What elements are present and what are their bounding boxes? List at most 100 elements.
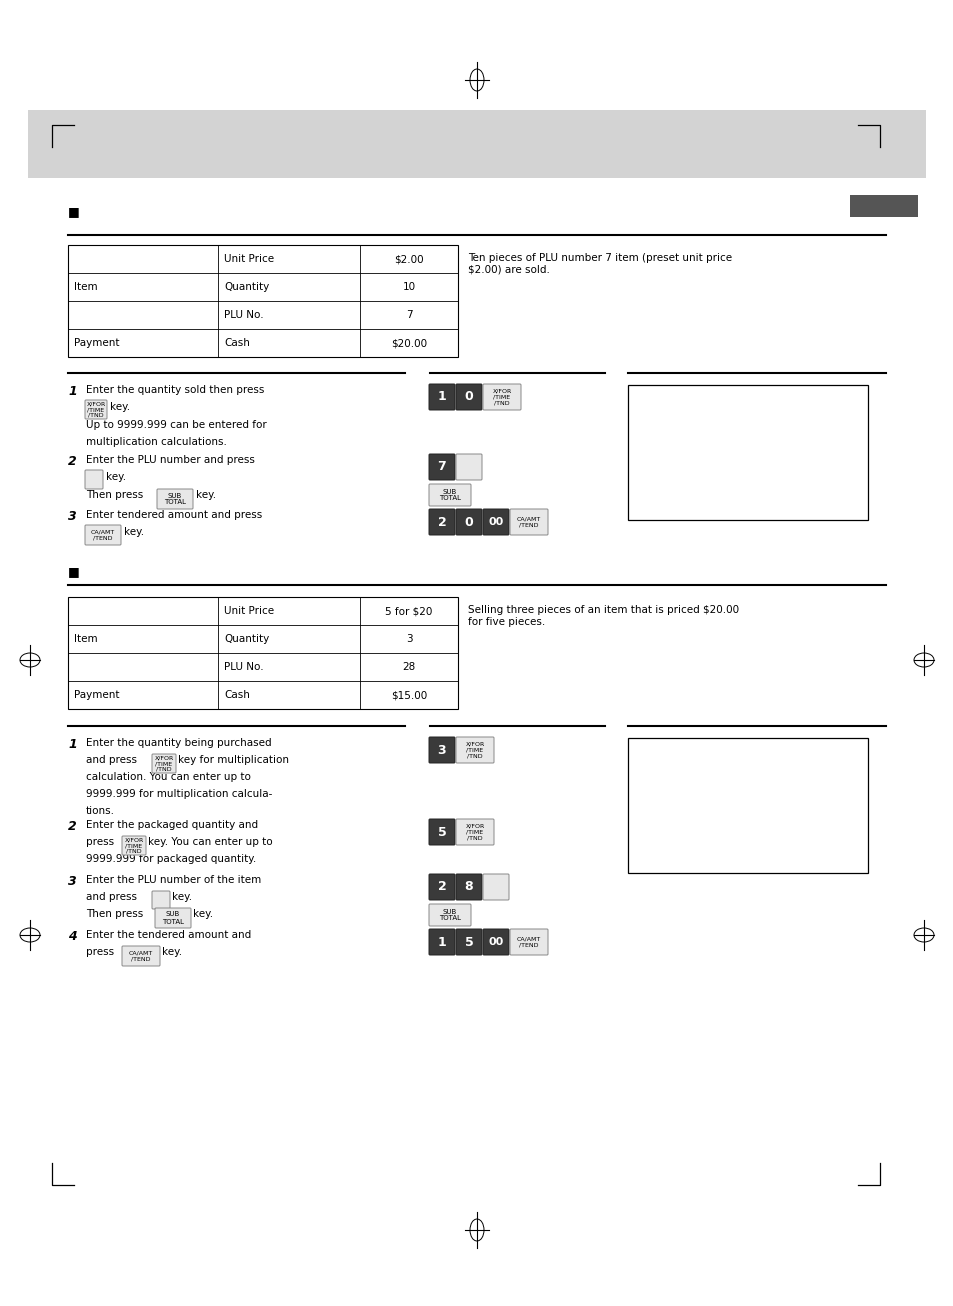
Text: $2.00: $2.00 bbox=[394, 253, 423, 264]
Text: 0: 0 bbox=[464, 390, 473, 404]
FancyBboxPatch shape bbox=[429, 929, 455, 955]
Text: Unit Price: Unit Price bbox=[224, 253, 274, 264]
Text: 1: 1 bbox=[437, 390, 446, 404]
Bar bbox=[28, 110, 925, 178]
Text: X/FOR
/TIME
/TND: X/FOR /TIME /TND bbox=[492, 389, 511, 405]
Text: Quantity: Quantity bbox=[224, 282, 269, 293]
Bar bbox=[627, 738, 867, 872]
Text: X/FOR
/TIME
/TND: X/FOR /TIME /TND bbox=[465, 742, 484, 759]
FancyBboxPatch shape bbox=[85, 525, 121, 545]
Text: tions.: tions. bbox=[86, 806, 115, 816]
FancyBboxPatch shape bbox=[157, 488, 193, 509]
FancyBboxPatch shape bbox=[456, 819, 494, 845]
Text: 10: 10 bbox=[402, 282, 416, 293]
Text: calculation. You can enter up to: calculation. You can enter up to bbox=[86, 772, 251, 782]
Text: TL: TL bbox=[658, 415, 672, 428]
FancyBboxPatch shape bbox=[85, 400, 107, 419]
Text: 00: 00 bbox=[488, 517, 503, 528]
FancyBboxPatch shape bbox=[429, 454, 455, 481]
Text: ■: ■ bbox=[68, 205, 80, 218]
FancyBboxPatch shape bbox=[429, 904, 471, 926]
Text: 3 PLU0028: 3 PLU0028 bbox=[639, 748, 692, 757]
Text: 2: 2 bbox=[437, 516, 446, 529]
FancyBboxPatch shape bbox=[122, 946, 160, 966]
Text: 28: 28 bbox=[402, 662, 416, 673]
Text: key.: key. bbox=[110, 402, 130, 411]
FancyBboxPatch shape bbox=[482, 874, 509, 900]
Text: CASH: CASH bbox=[639, 453, 662, 464]
Text: Enter the PLU number of the item: Enter the PLU number of the item bbox=[86, 875, 261, 885]
Text: Enter the quantity sold then press: Enter the quantity sold then press bbox=[86, 385, 264, 394]
Text: key.: key. bbox=[162, 947, 182, 957]
Text: Payment: Payment bbox=[74, 690, 119, 700]
Text: Ten pieces of PLU number 7 item (preset unit price
$2.00) are sold.: Ten pieces of PLU number 7 item (preset … bbox=[468, 253, 731, 274]
Text: Enter tendered amount and press: Enter tendered amount and press bbox=[86, 511, 262, 520]
FancyBboxPatch shape bbox=[152, 891, 170, 909]
Bar bbox=[627, 385, 867, 520]
Text: Item: Item bbox=[74, 633, 97, 644]
FancyBboxPatch shape bbox=[456, 929, 481, 955]
Text: Unit Price: Unit Price bbox=[224, 606, 274, 616]
FancyBboxPatch shape bbox=[456, 454, 481, 481]
Text: $15.00: $15.00 bbox=[391, 690, 427, 700]
FancyBboxPatch shape bbox=[510, 929, 547, 955]
Text: 2: 2 bbox=[68, 454, 76, 468]
Text: Then press: Then press bbox=[86, 909, 143, 919]
Text: 0: 0 bbox=[464, 516, 473, 529]
Text: 5: 5 bbox=[464, 935, 473, 948]
Text: CA/AMT
/TEND: CA/AMT /TEND bbox=[91, 530, 115, 541]
Text: Then press: Then press bbox=[86, 490, 143, 500]
FancyBboxPatch shape bbox=[456, 874, 481, 900]
Text: Item: Item bbox=[74, 282, 97, 293]
Text: Selling three pieces of an item that is priced $20.00
for five pieces.: Selling three pieces of an item that is … bbox=[468, 605, 739, 627]
FancyBboxPatch shape bbox=[85, 470, 103, 488]
Bar bbox=[68, 246, 457, 357]
Text: 1: 1 bbox=[68, 385, 76, 398]
Text: key.: key. bbox=[193, 909, 213, 919]
Text: PLU No.: PLU No. bbox=[224, 310, 263, 320]
Text: SUB
TOTAL: SUB TOTAL bbox=[162, 912, 184, 925]
Text: 9999.999 for packaged quantity.: 9999.999 for packaged quantity. bbox=[86, 854, 256, 865]
Text: CASH: CASH bbox=[639, 806, 662, 816]
Text: Payment: Payment bbox=[74, 338, 119, 347]
Text: TL: TL bbox=[658, 768, 672, 781]
Text: Enter the tendered amount and: Enter the tendered amount and bbox=[86, 930, 251, 940]
Text: key.: key. bbox=[106, 471, 126, 482]
Text: Cash: Cash bbox=[224, 338, 250, 347]
Text: Up to 9999.999 can be entered for: Up to 9999.999 can be entered for bbox=[86, 421, 267, 430]
Text: PLU No.: PLU No. bbox=[224, 662, 263, 673]
Text: Enter the packaged quantity and: Enter the packaged quantity and bbox=[86, 820, 258, 831]
FancyBboxPatch shape bbox=[429, 485, 471, 505]
Text: key.: key. bbox=[172, 892, 192, 902]
Text: press: press bbox=[86, 837, 114, 848]
FancyBboxPatch shape bbox=[482, 929, 509, 955]
Text: key.: key. bbox=[124, 528, 144, 537]
Text: X/FOR
/TIME
/TND: X/FOR /TIME /TND bbox=[465, 824, 484, 840]
Text: ■: ■ bbox=[68, 565, 80, 579]
Text: $20.00: $20.00 bbox=[391, 338, 427, 347]
FancyBboxPatch shape bbox=[429, 737, 455, 763]
Text: X/FOR
/TIME
/TND: X/FOR /TIME /TND bbox=[87, 401, 106, 418]
Text: CA/AMT
/TEND: CA/AMT /TEND bbox=[517, 517, 540, 528]
FancyBboxPatch shape bbox=[482, 509, 509, 535]
FancyBboxPatch shape bbox=[456, 384, 481, 410]
Text: 00: 00 bbox=[488, 936, 503, 947]
Text: $15.00: $15.00 bbox=[821, 806, 857, 816]
FancyBboxPatch shape bbox=[429, 874, 455, 900]
Text: $3.00: $3.00 bbox=[828, 831, 857, 840]
FancyBboxPatch shape bbox=[122, 836, 146, 855]
Text: CG: CG bbox=[639, 831, 651, 840]
Text: 3: 3 bbox=[68, 875, 76, 888]
Text: 1: 1 bbox=[437, 935, 446, 948]
Text: SUB
TOTAL: SUB TOTAL bbox=[438, 909, 460, 922]
Text: $20.00: $20.00 bbox=[821, 394, 857, 405]
Text: 2: 2 bbox=[437, 880, 446, 893]
Text: 5 for $20: 5 for $20 bbox=[385, 606, 433, 616]
Text: 3: 3 bbox=[405, 633, 412, 644]
Bar bbox=[68, 597, 457, 709]
Text: Enter the PLU number and press: Enter the PLU number and press bbox=[86, 454, 254, 465]
Text: 1: 1 bbox=[68, 738, 76, 751]
FancyBboxPatch shape bbox=[456, 737, 494, 763]
Text: $12.00: $12.00 bbox=[821, 748, 857, 757]
FancyBboxPatch shape bbox=[482, 384, 520, 410]
